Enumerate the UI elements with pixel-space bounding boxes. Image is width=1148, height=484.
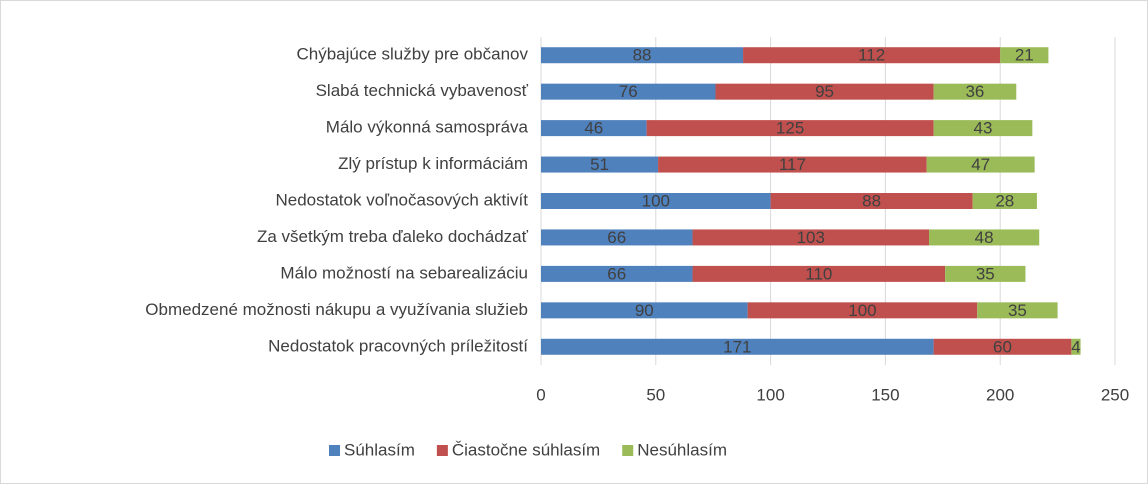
y-tick-label: Nedostatok voľnočasových aktivít [275,190,528,209]
data-label: 66 [607,264,626,283]
bar [1071,338,1081,355]
data-label: 60 [993,337,1012,356]
data-label: 110 [805,264,832,283]
y-tick-label: Zlý prístup k informáciám [338,154,528,173]
y-tick-label: Nedostatok pracovných príležitostí [268,336,528,355]
bar [692,229,930,246]
y-tick-label: Slabá technická vybavenosť [316,81,529,100]
bar [646,120,934,137]
bar [929,229,1040,246]
bar [541,47,744,64]
bar [945,265,1026,282]
bar [933,338,1072,355]
bar [977,302,1058,319]
data-label: 35 [976,264,995,283]
bar [926,156,1035,173]
data-label: 46 [584,119,603,138]
x-tick-label: 250 [1101,385,1129,404]
data-label: 112 [858,46,885,65]
bar [1000,47,1049,64]
bar [715,83,934,100]
data-label: 76 [619,82,638,101]
bar [541,193,771,209]
data-label: 21 [1015,46,1034,65]
x-tick-label: 50 [646,385,665,404]
bar [541,156,659,173]
bar [933,83,1017,100]
x-tick-label: 150 [871,385,899,404]
bar [541,302,748,319]
data-label: 51 [590,155,609,174]
bar [541,229,693,246]
legend-label: Súhlasím [344,440,415,459]
bar [747,302,978,319]
y-tick-label: Málo možností na sebarealizáciu [280,263,528,282]
bar [541,338,934,355]
data-label: 4 [1071,337,1080,356]
data-label: 90 [635,301,654,320]
bar [541,83,716,100]
legend-label: Nesúhlasím [637,440,727,459]
x-tick-label: 100 [756,385,784,404]
data-label: 171 [723,337,751,356]
data-label: 48 [975,228,994,247]
data-label: 88 [633,46,652,65]
data-label: 125 [776,119,804,138]
y-tick-label: Za všetkým treba ďaleko dochádzať [257,227,529,246]
legend-label: Čiastočne súhlasím [452,440,600,459]
data-label: 100 [848,301,876,320]
data-label: 95 [815,82,834,101]
bar [658,156,927,173]
bar [541,265,693,282]
data-label: 35 [1008,301,1027,320]
x-tick-label: 0 [536,385,545,404]
data-label: 28 [995,191,1014,210]
data-label: 103 [797,228,825,247]
data-label: 36 [965,82,984,101]
bar [541,120,647,137]
legend-swatch [329,445,340,456]
y-tick-label: Málo výkonná samospráva [326,118,529,137]
data-label: 100 [642,191,670,210]
x-tick-label: 200 [986,385,1014,404]
data-label: 88 [862,191,881,210]
y-tick-label: Chýbajúce služby pre občanov [296,45,528,64]
bar [770,193,973,209]
legend-swatch [436,445,448,456]
legend-swatch [622,445,634,456]
y-tick-label: Obmedzené možnosti nákupu a využívania s… [145,300,528,319]
bar [743,47,1001,64]
data-label: 117 [779,155,806,174]
bar [972,193,1037,209]
data-label: 43 [974,119,993,138]
bar [933,120,1033,137]
data-label: 66 [607,228,626,247]
bar [692,265,946,282]
data-label: 47 [971,155,990,174]
